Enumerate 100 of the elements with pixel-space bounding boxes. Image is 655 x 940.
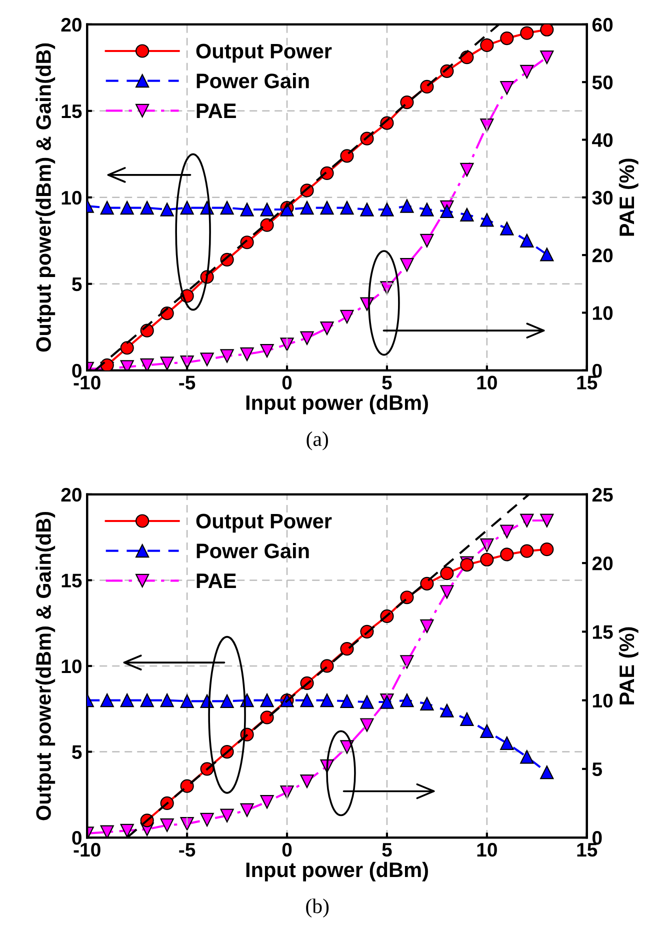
y2-tick-label: 0 [592,831,602,845]
point [280,338,294,352]
point [500,81,514,95]
point [300,774,314,788]
point [440,704,454,718]
point [480,724,494,738]
point [400,95,414,110]
point [320,693,334,708]
point [480,538,494,552]
point [100,693,114,708]
point [460,712,474,726]
point [100,200,114,215]
y-tick-label: 0 [72,364,82,378]
point [160,202,174,216]
point [540,24,554,36]
y-tick-label: 10 [62,659,82,674]
point [460,208,474,222]
point [180,694,194,708]
point [140,200,154,215]
x-tick-label: 0 [282,376,292,390]
y-tick-label: 20 [61,488,82,502]
point [520,544,534,558]
point [540,766,554,780]
point [160,693,174,708]
point [180,817,194,831]
point [440,585,454,599]
y2-tick-label: 40 [592,133,613,147]
point [120,693,134,708]
point [360,718,374,732]
x-tick-label: 10 [477,376,497,390]
point [420,202,434,216]
point [240,803,254,817]
point [220,808,234,822]
x-tick-label: -10 [74,842,100,857]
legend-label: PAE [196,104,236,118]
y2-tick-label: 50 [592,76,613,90]
point [360,695,374,709]
x-tick-label: 0 [282,842,292,857]
y-tick-label: 0 [72,831,82,845]
point [260,693,274,708]
point [500,222,514,236]
y2-tick-label: 10 [592,306,613,320]
point [520,750,534,764]
point [220,694,234,708]
y-axis-title: Output power(dBm) & Gain(dB) [36,43,56,352]
x-tick-label: 15 [577,843,598,857]
point [440,204,454,218]
point [380,202,394,216]
x-tick-label: 5 [382,376,392,390]
point [460,162,474,177]
point [420,696,434,711]
y-axis-title: Output power(dBm) & Gain(dB) [36,512,56,820]
point [400,655,414,669]
point [180,355,194,370]
point [340,642,354,656]
point [120,200,134,215]
point [480,118,494,132]
y-tick-label: 15 [62,574,82,588]
text: (b) [306,898,329,918]
point [520,234,534,248]
point [400,258,414,272]
point [120,824,134,838]
point [220,200,234,215]
point [300,200,314,215]
legend-label: Power Gain [196,543,309,558]
point [100,358,114,370]
y-tick-label: 5 [72,745,82,759]
point [500,31,514,46]
y2-tick-label: 20 [592,556,613,570]
point [320,659,334,673]
y-tick-label: 5 [72,278,82,292]
point [140,693,154,708]
y2-tick-label: 30 [592,190,613,205]
point [260,344,274,358]
legend-label: PAE [196,574,236,588]
point [500,524,514,538]
point [240,202,254,216]
point [440,566,454,580]
point [260,710,274,724]
point [540,514,554,528]
point [340,149,354,163]
y2-tick-label: 10 [592,694,613,708]
point [160,818,174,832]
y2-tick-label: 0 [592,364,602,378]
y2-tick-label: 20 [592,248,613,262]
point [260,795,274,809]
x-tick-label: -5 [179,843,196,857]
x-tick-label: -5 [179,376,196,390]
y2-tick-label: 25 [592,488,613,502]
point [420,234,434,248]
x-axis-title: Input power (dBm) [246,394,428,414]
x-axis-title: Input power (dBm) [246,862,428,882]
point [480,552,494,566]
point [300,693,314,708]
text: (a) [306,431,328,450]
point [180,779,194,793]
point [180,200,194,215]
y-tick-label: 20 [61,18,82,32]
point [260,218,274,232]
x-tick-label: 15 [577,376,598,390]
